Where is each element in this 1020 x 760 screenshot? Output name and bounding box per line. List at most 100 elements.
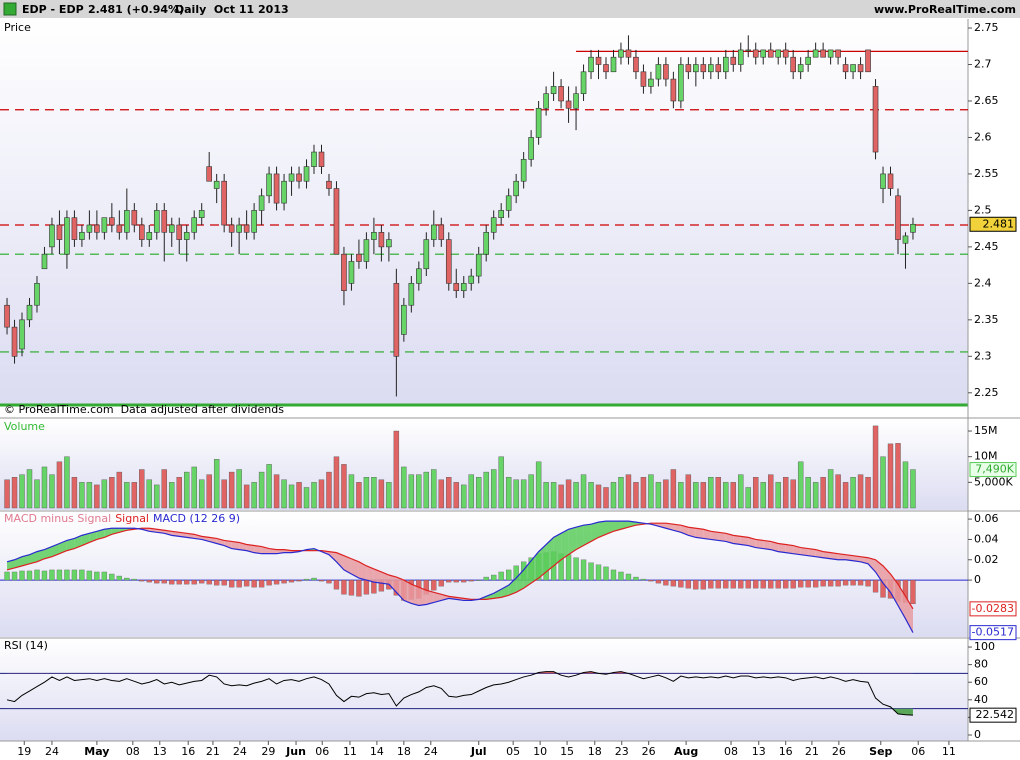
macd-fill [740,536,749,546]
volume-bar [206,474,212,509]
histogram-bar [333,579,340,590]
volume-bar [109,477,115,509]
macd-fill [576,525,584,550]
histogram-bar [610,569,617,581]
volume-bar [453,482,459,509]
x-tick-label: 24 [233,745,247,758]
macd-fill [81,533,90,546]
volume-bar [595,484,602,509]
volume-bar [483,471,489,509]
macd-fill [254,545,262,554]
candle-body [296,173,302,182]
candle-body [535,107,542,138]
y-tick-label: 2.4 [974,276,992,289]
y-tick-label: 100 [974,640,995,653]
volume-bar [633,482,639,509]
histogram-bar [910,579,916,605]
macd-fill [755,539,764,549]
candle-body [588,56,594,73]
candle-body [288,173,295,182]
histogram-bar [595,564,602,581]
candle-body [737,49,744,65]
histogram-bar [476,579,482,581]
volume-bar [71,477,78,509]
histogram-bar [588,562,594,581]
volume-bar [4,479,10,509]
candle-body [430,224,437,240]
volume-bar [348,474,355,509]
volume-bar [805,477,811,509]
candle-body [790,56,796,73]
candle-body [408,283,415,306]
macd-fill [396,577,404,601]
macd-fill [493,589,502,599]
x-tick-label: May [84,745,109,758]
histogram-bar [745,579,751,589]
candle-body [191,217,198,233]
macd-fill [74,535,82,549]
candle-body [79,231,85,240]
macd-fill [531,551,539,584]
volume-bar [513,479,519,509]
candle-body [887,173,894,189]
volume-bar [468,474,474,509]
candle-body [416,268,422,284]
histogram-bar [296,579,302,582]
volume-bar [812,482,819,509]
histogram-bar [19,570,25,581]
candle-body [371,231,377,240]
rsi-line [6,671,913,716]
candle-body [827,49,834,58]
histogram-bar [603,566,609,581]
volume-bar [49,474,55,509]
volume-bar [745,487,751,509]
candle-body [528,137,534,160]
x-tick-label: 13 [153,745,167,758]
volume-bar [303,487,310,509]
value-label: -0.0283 [972,602,1014,615]
histogram-bar [453,579,459,583]
x-tick-label: 11 [942,745,956,758]
volume-bar [797,461,804,509]
volume-bar [243,484,250,509]
y-tick-label: 0.02 [974,553,999,566]
volume-bar [880,456,886,509]
volume-bar [146,479,152,509]
macd-fill [793,545,801,555]
volume-bar [505,477,512,509]
histogram-bar [228,579,235,588]
volume-bar [341,464,347,509]
histogram-bar [11,571,18,581]
macd-fill [388,575,397,593]
histogram-bar [71,569,78,581]
value-label: 2.481 [983,217,1015,230]
macd-fill [224,540,232,549]
volume-bar [528,474,534,509]
rsi-panel [0,639,968,741]
macd-fill [516,569,524,593]
histogram-bar [236,579,242,588]
indicator-line [6,520,914,633]
histogram-bar [723,579,729,589]
candle-body [363,239,370,262]
histogram-bar [842,579,849,586]
value-label: 7,490K [975,463,1014,476]
volume-bar [94,484,100,509]
volume-bar [700,482,707,509]
macd-fill [695,528,704,539]
candle-body [842,64,849,73]
volume-bar [835,474,841,509]
candle-body [678,64,684,102]
legend-entry: Signal [115,512,149,525]
panel-title: Price [4,21,31,34]
volume-bar [663,479,669,509]
x-tick-label: 08 [724,745,738,758]
macd-fill [778,543,786,553]
volume-bar [535,461,542,509]
histogram-bar [685,579,692,589]
volume-bar [213,459,220,509]
legend-entry: MACD (12 26 9) [153,512,240,525]
histogram-bar [708,579,714,589]
x-tick-label: 06 [315,745,329,758]
